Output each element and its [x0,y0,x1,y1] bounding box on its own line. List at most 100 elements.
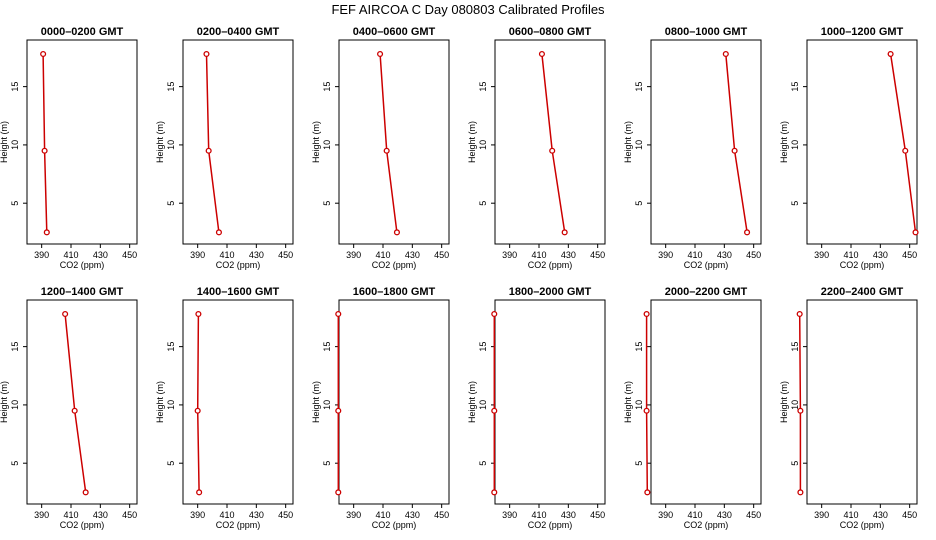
profile-point [195,310,202,318]
panel-3: 0400–0600 GMT 390 410 430 450 CO2 (ppm) 5 10 15 H… [311,26,450,270]
x-tick-label: 410 [63,510,78,520]
profile-point [194,407,201,414]
profile-line [42,53,48,233]
y-tick-label: 10 [322,140,332,150]
profile-point [722,50,729,58]
panel-7: 1200–1400 GMT 390 410 430 450 CO2 (ppm) 5 10 15 H… [0,286,138,530]
y-tick-label: 10 [478,400,488,410]
profile-point [215,229,222,236]
y-axis-label: Height (m) [311,381,321,423]
y-axis-label: Height (m) [155,381,165,423]
y-tick-label: 15 [10,82,20,92]
profile-point [393,229,400,236]
panel-title: 2200–2400 GMT [821,286,904,298]
y-axis-label: Height (m) [311,121,321,163]
x-axis-label: CO2 (ppm) [840,260,885,270]
plot-frame [494,299,606,505]
panels-grid: 0000–0200 GMT 390 410 430 450 CO2 (ppm) 5 10 15 H… [0,26,919,530]
panel-title: 0400–0600 GMT [353,26,436,38]
y-tick-label: 5 [10,461,20,466]
x-tick-label: 430 [249,250,264,260]
y-axis-label: Height (m) [155,121,165,163]
x-tick-label: 410 [843,250,858,260]
panel-8: 1400–1600 GMT 390 410 430 450 CO2 (ppm) 5 10 15 H… [155,286,294,530]
x-tick-label: 430 [405,510,420,520]
profile-line [541,53,566,233]
y-tick-label: 15 [634,342,644,352]
y-tick-label: 15 [790,342,800,352]
profile-line [798,313,802,493]
x-tick-label: 410 [531,250,546,260]
x-tick-label: 450 [278,510,293,520]
y-tick-label: 5 [790,201,800,206]
x-tick-label: 390 [814,510,829,520]
y-axis-label: Height (m) [779,121,789,163]
x-tick-label: 430 [717,510,732,520]
plot-frame [806,39,918,245]
x-tick-label: 450 [434,510,449,520]
profile-point [643,407,650,414]
x-tick-label: 450 [278,250,293,260]
panel-title: 1800–2000 GMT [509,286,592,298]
x-tick-label: 410 [687,250,702,260]
x-tick-label: 410 [687,510,702,520]
profile-line [725,53,748,233]
x-axis-label: CO2 (ppm) [60,260,105,270]
y-tick-label: 15 [322,82,332,92]
profile-point [644,489,651,496]
panel-title: 0800–1000 GMT [665,26,748,38]
x-tick-label: 430 [873,250,888,260]
panel-12: 2200–2400 GMT 390 410 430 450 CO2 (ppm) 5 10 15 H… [779,286,918,530]
x-tick-label: 430 [93,510,108,520]
panel-9: 1600–1800 GMT 390 410 430 450 CO2 (ppm) 5 10 15 H… [311,286,450,530]
y-axis-label: Height (m) [467,121,477,163]
y-tick-label: 15 [166,342,176,352]
plot-frame [650,299,762,505]
profile-point [383,147,390,154]
x-tick-label: 430 [405,250,420,260]
x-axis-label: CO2 (ppm) [372,520,417,530]
y-tick-label: 10 [634,140,644,150]
y-tick-label: 10 [790,140,800,150]
panel-4: 0600–0800 GMT 390 410 430 450 CO2 (ppm) 5 10 15 H… [467,26,606,270]
x-tick-label: 450 [902,250,917,260]
profile-point [797,407,804,414]
x-tick-label: 450 [434,250,449,260]
y-tick-label: 15 [10,342,20,352]
profile-point [335,489,342,496]
profile-point [912,229,919,236]
panel-10: 1800–2000 GMT 390 410 430 450 CO2 (ppm) 5 10 15 H… [467,286,606,530]
y-tick-label: 10 [322,400,332,410]
y-tick-label: 5 [634,461,644,466]
panel-title: 2000–2200 GMT [665,286,748,298]
x-tick-label: 410 [843,510,858,520]
panel-5: 0800–1000 GMT 390 410 430 450 CO2 (ppm) 5 10 15 H… [623,26,762,270]
profile-point [797,489,804,496]
y-tick-label: 15 [478,342,488,352]
panel-title: 0200–0400 GMT [197,26,280,38]
y-tick-label: 10 [790,400,800,410]
x-tick-label: 410 [63,250,78,260]
x-tick-label: 390 [34,510,49,520]
profile-line [889,53,917,233]
profile-point [40,50,47,58]
x-tick-label: 450 [590,510,605,520]
profile-point [491,489,498,496]
panel-title: 1000–1200 GMT [821,26,904,38]
profile-line [645,314,649,493]
x-tick-label: 410 [375,510,390,520]
profile-point [43,229,50,236]
profile-line [379,53,398,233]
profile-point [643,310,650,318]
y-tick-label: 10 [634,400,644,410]
x-tick-label: 430 [717,250,732,260]
plot-frame [26,299,138,505]
profile-point [82,489,89,496]
profile-point [41,147,48,154]
profile-line [205,53,220,233]
x-axis-label: CO2 (ppm) [840,520,885,530]
y-tick-label: 10 [166,400,176,410]
x-tick-label: 450 [122,250,137,260]
y-tick-label: 10 [10,400,20,410]
x-tick-label: 410 [219,510,234,520]
